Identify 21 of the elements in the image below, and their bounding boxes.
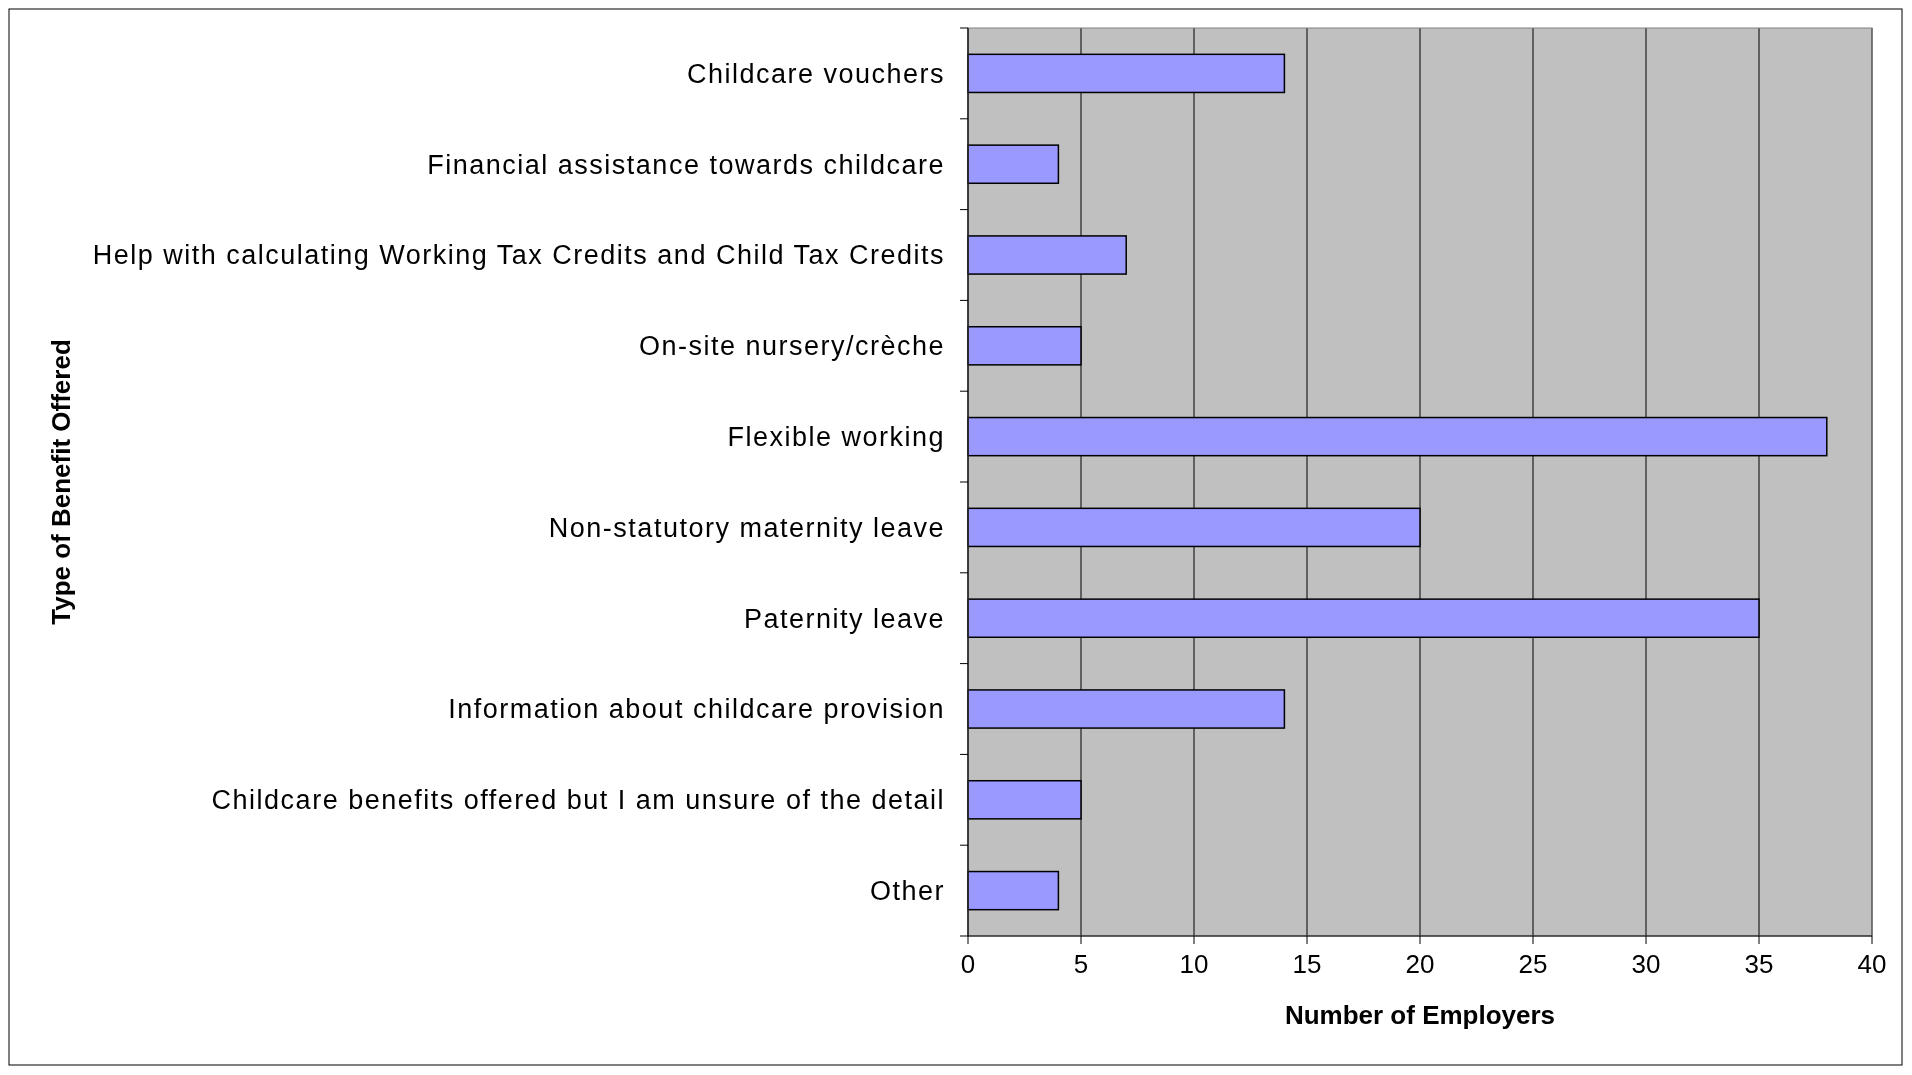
y-tick-label: Non-statutory maternity leave — [548, 512, 945, 543]
x-tick-label: 25 — [1518, 949, 1548, 979]
x-tick-label: 0 — [960, 949, 976, 979]
x-tick-label: 30 — [1631, 949, 1661, 979]
y-axis-title: Type of Benefit Offered — [46, 339, 76, 625]
x-tick-label: 20 — [1405, 949, 1435, 979]
x-tick-label: 10 — [1179, 949, 1209, 979]
x-axis-title: Number of Employers — [1284, 1000, 1556, 1030]
x-tick-label: 35 — [1744, 949, 1774, 979]
y-tick-label: Financial assistance towards childcare — [427, 149, 945, 180]
y-tick-label: Paternity leave — [743, 603, 945, 634]
x-tick-label: 40 — [1857, 949, 1887, 979]
y-tick-label: Flexible working — [727, 422, 945, 453]
y-tick-label: On-site nursery/crèche — [638, 331, 945, 362]
y-tick-label: Childcare vouchers — [686, 58, 945, 89]
x-tick-label: 15 — [1292, 949, 1322, 979]
y-tick-label: Help with calculating Working Tax Credits and Child Tax Credits — [92, 240, 945, 271]
y-tick-label: Childcare benefits offered but I am unsure of the detail — [211, 785, 945, 816]
y-tick-label: Other — [869, 876, 945, 907]
x-tick-label: 5 — [1073, 949, 1089, 979]
y-tick-label: Information about childcare provision — [448, 694, 945, 725]
